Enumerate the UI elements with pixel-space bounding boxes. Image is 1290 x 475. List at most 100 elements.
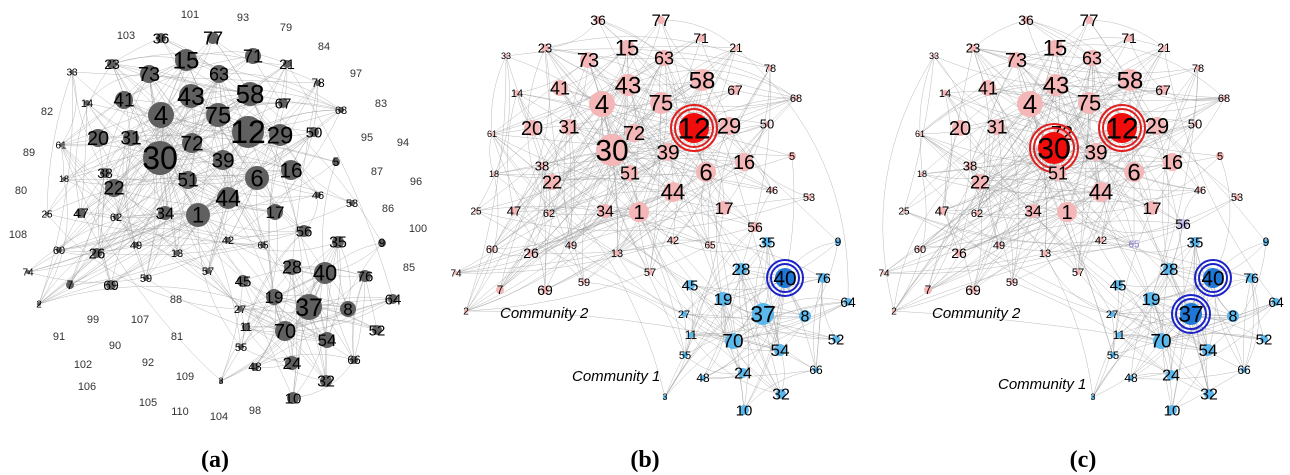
network-edge — [516, 92, 793, 157]
network-edge — [732, 277, 824, 342]
node-label-69: 69 — [103, 277, 119, 293]
node-69 — [106, 280, 116, 290]
network-edge — [638, 123, 768, 213]
network-edge — [97, 172, 112, 286]
node-label-67: 67 — [1155, 82, 1171, 98]
network-edge — [530, 103, 603, 254]
network-edge — [187, 162, 292, 181]
node-57 — [205, 268, 211, 274]
network-edge — [743, 277, 786, 411]
panel-c-caption: (c) — [1070, 447, 1097, 473]
network-edge — [60, 144, 65, 180]
network-edge — [1112, 301, 1277, 356]
network-edge — [352, 275, 366, 361]
isolated-node-label-99: 99 — [87, 314, 99, 326]
node-24 — [738, 368, 748, 378]
node-76 — [359, 270, 371, 282]
node-label-16: 16 — [1161, 152, 1183, 174]
node-12 — [1107, 113, 1137, 143]
network-edge — [633, 47, 737, 134]
node-30 — [596, 134, 628, 166]
isolated-node-label-104: 104 — [210, 411, 228, 423]
network-edge — [616, 252, 685, 315]
network-edge — [728, 125, 810, 198]
node-42 — [670, 237, 676, 243]
network-edge — [927, 211, 1068, 291]
network-edge — [46, 114, 162, 215]
node-69 — [969, 286, 977, 294]
network-edge — [491, 133, 651, 273]
node-label-62: 62 — [971, 208, 983, 220]
network-edge — [998, 125, 1158, 246]
node-label-75: 75 — [649, 91, 673, 116]
network-edge — [96, 212, 166, 254]
network-edge — [531, 127, 734, 342]
node-23 — [107, 59, 117, 69]
node-label-67: 67 — [275, 95, 292, 112]
network-edge — [1130, 301, 1277, 379]
node-label-2: 2 — [36, 300, 42, 311]
node-20 — [524, 120, 540, 136]
network-edge — [1077, 47, 1165, 273]
node-9 — [1263, 239, 1269, 245]
network-edge — [38, 95, 192, 305]
network-edge — [1160, 333, 1265, 342]
isolated-node-label-103: 103 — [117, 30, 135, 42]
node-36 — [594, 16, 602, 24]
node-18 — [920, 172, 924, 176]
node-label-47: 47 — [73, 205, 89, 221]
network-edge — [779, 241, 839, 351]
network-edge — [531, 47, 628, 129]
node-label-14: 14 — [939, 88, 951, 100]
node-40 — [775, 268, 795, 288]
node-label-35: 35 — [759, 234, 776, 251]
isolated-node-label-97: 97 — [350, 68, 362, 80]
network-edge — [958, 220, 1184, 254]
network-edge — [491, 133, 666, 398]
node-31 — [123, 130, 139, 146]
network-edge — [1163, 47, 1277, 303]
network-edge — [893, 173, 927, 312]
network-edge — [69, 214, 199, 286]
node-label-38: 38 — [97, 165, 113, 181]
network-edge — [663, 57, 756, 228]
network-edge — [1066, 211, 1184, 234]
node-label-15: 15 — [615, 36, 639, 61]
network-edge — [1029, 103, 1201, 191]
network-edge — [690, 334, 744, 374]
node-label-15: 15 — [1043, 36, 1067, 61]
network-edge — [660, 19, 737, 49]
node-label-60: 60 — [53, 245, 65, 257]
isolated-node-label-84: 84 — [318, 41, 330, 53]
network-edge — [633, 132, 773, 191]
network-edge — [1111, 277, 1214, 315]
node-label-42: 42 — [1095, 235, 1107, 247]
network-edge — [530, 226, 756, 254]
node-37 — [1180, 303, 1202, 325]
node-3 — [1091, 395, 1095, 399]
node-label-16: 16 — [733, 152, 755, 174]
node-label-18: 18 — [489, 169, 499, 179]
node-label-74: 74 — [450, 269, 462, 280]
network-edge — [491, 57, 665, 250]
node-label-41: 41 — [113, 91, 134, 112]
node-60 — [56, 247, 62, 253]
node-45 — [237, 275, 249, 287]
network-edge — [145, 277, 247, 328]
network-edge — [75, 63, 113, 214]
node-61 — [490, 132, 494, 136]
node-10 — [287, 392, 299, 404]
node-41 — [552, 80, 568, 96]
network-edge — [465, 172, 631, 312]
node-72 — [182, 133, 202, 153]
node-label-32: 32 — [772, 387, 790, 404]
node-68 — [793, 95, 799, 101]
network-edge — [80, 212, 241, 310]
network-edge — [530, 84, 629, 254]
node-label-43: 43 — [177, 83, 205, 111]
node-53 — [349, 200, 355, 206]
network-edge — [972, 84, 1057, 291]
network-edge — [46, 71, 73, 215]
node-52 — [1260, 335, 1268, 343]
network-edge — [1130, 298, 1152, 379]
